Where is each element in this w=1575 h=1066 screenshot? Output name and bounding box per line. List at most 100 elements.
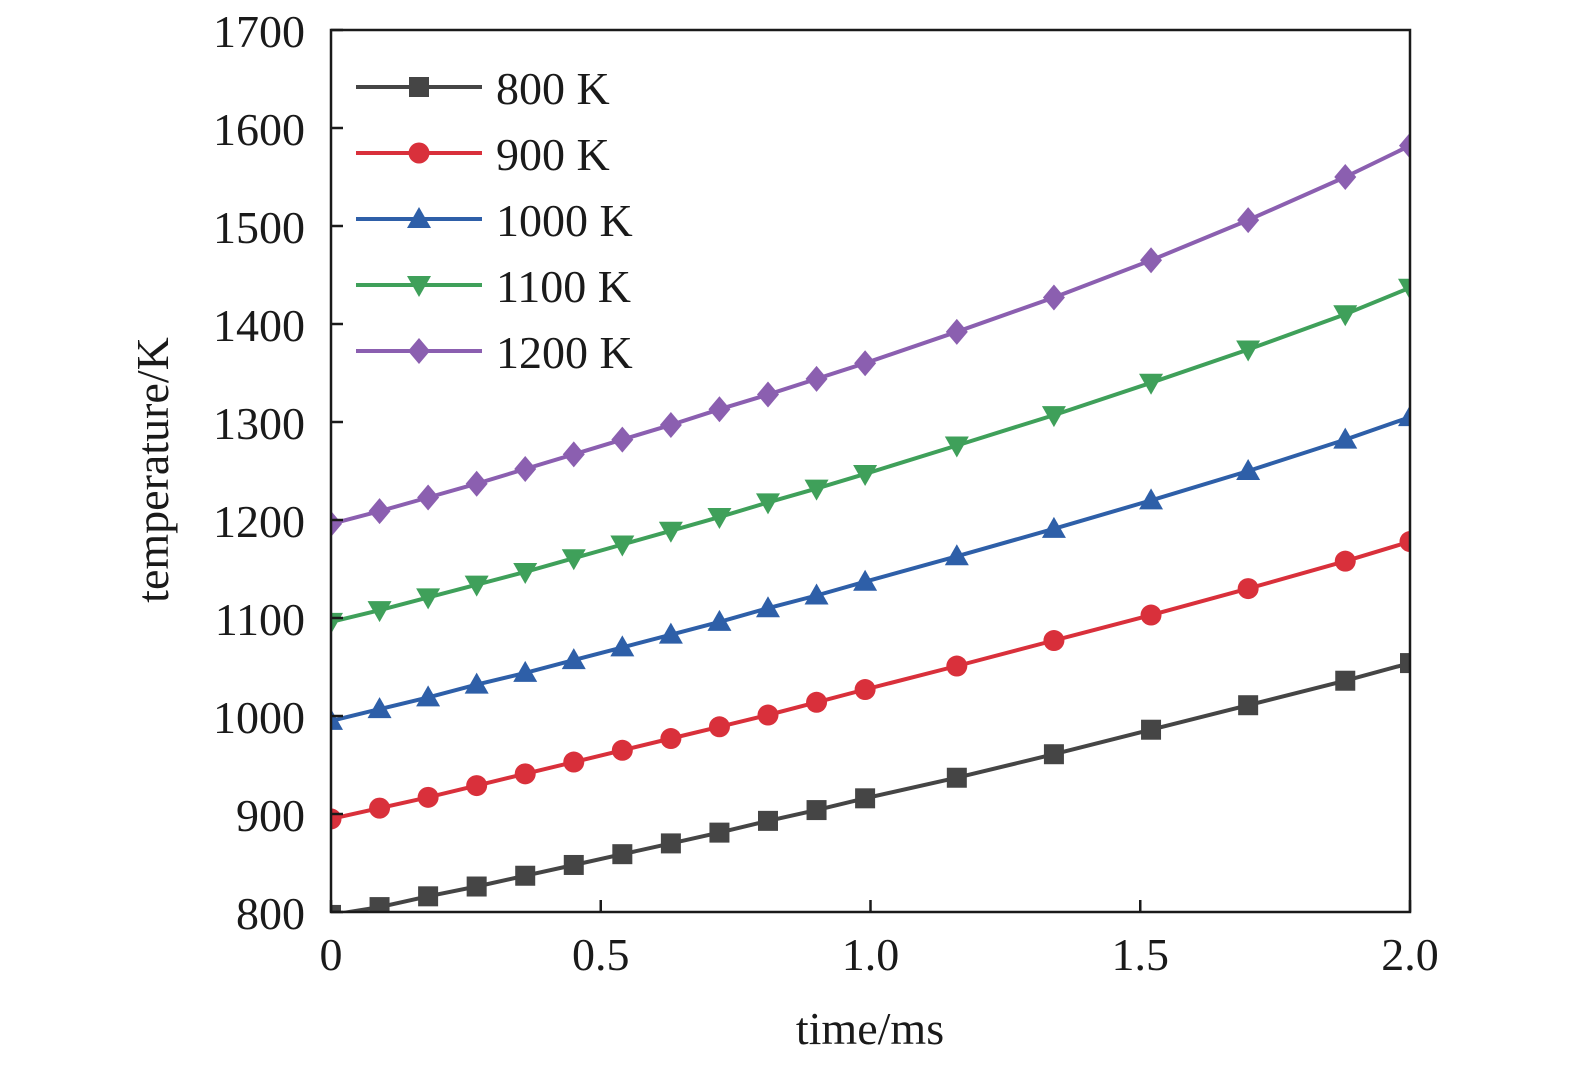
data-point-1100-k bbox=[1139, 373, 1164, 395]
y-tick-label: 1700 bbox=[213, 6, 305, 57]
legend-label-900-k: 900 K bbox=[496, 129, 610, 180]
data-point-1100-k bbox=[561, 549, 586, 571]
data-point-1100-k bbox=[610, 535, 635, 557]
data-point-1000-k bbox=[804, 583, 829, 605]
y-tick-label: 800 bbox=[236, 888, 305, 939]
y-tick-label: 1600 bbox=[213, 104, 305, 155]
data-point-900-k bbox=[946, 655, 968, 677]
x-tick-label: 1.0 bbox=[842, 929, 900, 980]
data-point-1100-k bbox=[367, 601, 392, 623]
data-point-900-k bbox=[1140, 604, 1162, 626]
data-point-1100-k bbox=[755, 493, 780, 515]
legend-marker-1200-k bbox=[408, 338, 430, 364]
data-point-1100-k bbox=[658, 521, 683, 543]
data-point-800-k bbox=[418, 886, 439, 907]
data-point-1100-k bbox=[944, 436, 969, 458]
data-point-1000-k bbox=[367, 697, 392, 719]
data-point-1100-k bbox=[1333, 305, 1358, 327]
data-point-1200-k bbox=[854, 350, 877, 377]
data-point-1200-k bbox=[708, 396, 731, 423]
legend-marker-800-k bbox=[409, 77, 429, 97]
data-point-1200-k bbox=[945, 318, 968, 345]
data-point-1100-k bbox=[1236, 340, 1261, 362]
data-point-1100-k bbox=[1398, 278, 1410, 300]
data-point-1200-k bbox=[1334, 164, 1357, 190]
x-tick-label: 1.5 bbox=[1112, 929, 1170, 980]
data-point-1200-k bbox=[1237, 207, 1260, 234]
data-point-900-k bbox=[660, 728, 682, 750]
data-point-1000-k bbox=[1398, 405, 1410, 427]
data-point-1000-k bbox=[658, 622, 683, 644]
data-point-800-k bbox=[757, 810, 778, 831]
data-point-1200-k bbox=[417, 484, 440, 511]
data-point-1100-k bbox=[464, 575, 489, 597]
data-point-900-k bbox=[563, 751, 585, 773]
legend-item-1200-k: 1200 K bbox=[356, 327, 633, 378]
data-point-900-k bbox=[708, 716, 730, 738]
data-point-800-k bbox=[1043, 744, 1064, 765]
data-point-1000-k bbox=[561, 648, 586, 670]
data-point-1000-k bbox=[416, 685, 441, 707]
data-point-800-k bbox=[466, 876, 487, 897]
data-point-1200-k bbox=[562, 441, 585, 468]
legend-label-1000-k: 1000 K bbox=[496, 195, 633, 246]
data-point-1200-k bbox=[1399, 132, 1410, 159]
data-point-1200-k bbox=[611, 426, 634, 453]
legend-label-1200-k: 1200 K bbox=[496, 327, 633, 378]
data-point-1000-k bbox=[755, 596, 780, 618]
legend-marker-1100-k bbox=[407, 276, 431, 297]
data-point-800-k bbox=[660, 833, 681, 854]
data-point-1100-k bbox=[804, 479, 829, 501]
data-point-1200-k bbox=[331, 510, 342, 537]
data-point-800-k bbox=[563, 854, 584, 875]
data-point-800-k bbox=[1141, 719, 1162, 740]
data-point-1000-k bbox=[944, 544, 969, 566]
data-point-800-k bbox=[946, 767, 967, 788]
data-point-900-k bbox=[369, 797, 391, 819]
y-axis-title: temperature/K bbox=[127, 337, 178, 603]
data-point-1100-k bbox=[513, 562, 538, 584]
legend-marker-900-k bbox=[408, 142, 430, 164]
y-tick-label: 1200 bbox=[213, 496, 305, 547]
series-800-k bbox=[331, 653, 1410, 912]
data-point-1000-k bbox=[1333, 427, 1358, 449]
legend-item-1000-k: 1000 K bbox=[356, 195, 633, 246]
x-tick-label: 0.5 bbox=[572, 929, 630, 980]
data-point-900-k bbox=[611, 739, 633, 761]
data-point-900-k bbox=[1043, 630, 1065, 652]
data-point-1200-k bbox=[465, 470, 488, 497]
data-point-1200-k bbox=[805, 365, 828, 392]
data-point-1200-k bbox=[756, 381, 779, 408]
data-point-800-k bbox=[806, 800, 827, 821]
data-point-800-k bbox=[1238, 695, 1259, 716]
data-point-1000-k bbox=[707, 609, 732, 631]
data-point-1200-k bbox=[514, 456, 537, 483]
data-point-1000-k bbox=[853, 569, 878, 591]
legend-label-800-k: 800 K bbox=[496, 63, 610, 114]
data-point-800-k bbox=[1335, 670, 1356, 691]
legend-marker-1000-k bbox=[407, 207, 431, 228]
data-point-1200-k bbox=[1140, 247, 1163, 274]
series-line-1100-k bbox=[331, 285, 1410, 624]
x-tick-label: 0 bbox=[320, 929, 343, 980]
data-point-800-k bbox=[709, 822, 730, 843]
data-point-1100-k bbox=[1041, 406, 1066, 428]
data-point-900-k bbox=[1334, 550, 1356, 572]
data-point-1100-k bbox=[707, 508, 732, 530]
data-point-800-k bbox=[612, 844, 633, 865]
data-point-900-k bbox=[1399, 531, 1410, 553]
x-tick-label: 2.0 bbox=[1381, 929, 1439, 980]
data-point-800-k bbox=[855, 788, 876, 809]
data-point-900-k bbox=[514, 763, 536, 785]
data-point-1100-k bbox=[416, 588, 441, 610]
legend-item-800-k: 800 K bbox=[356, 63, 610, 114]
y-tick-label: 1400 bbox=[213, 300, 305, 351]
series-line-1000-k bbox=[331, 415, 1410, 723]
data-point-800-k bbox=[331, 904, 341, 912]
data-point-1000-k bbox=[1139, 488, 1164, 510]
series-900-k bbox=[331, 531, 1410, 830]
data-point-800-k bbox=[1400, 653, 1410, 674]
y-tick-label: 1300 bbox=[213, 398, 305, 449]
